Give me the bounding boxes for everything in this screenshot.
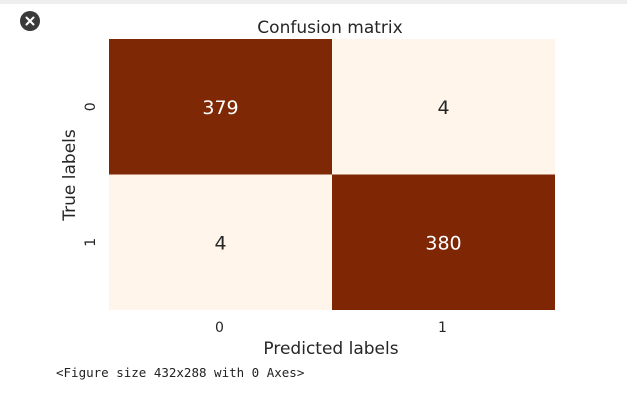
x-tick-label-0: 0	[215, 320, 224, 336]
figure-output-text: <Figure size 432x288 with 0 Axes>	[56, 365, 305, 380]
x-axis-label: Predicted labels	[263, 339, 398, 359]
cell-top-divider	[0, 0, 627, 4]
cell-value-1-0: 4	[214, 232, 226, 254]
heatmap-cell-0-1	[332, 39, 555, 175]
confusion-matrix-chart: Confusion matrix 379 4 4 380 0 1 0 1 Predicte…	[60, 18, 555, 359]
cell-value-1-1: 380	[425, 232, 461, 254]
cell-value-0-0: 379	[202, 97, 238, 119]
x-tick-label-1: 1	[438, 320, 447, 336]
chart-title: Confusion matrix	[257, 18, 402, 38]
heatmap-cell-1-1	[332, 174, 555, 310]
close-icon	[25, 16, 35, 26]
y-tick-label-1: 1	[83, 238, 99, 247]
y-tick-label-0: 0	[83, 102, 99, 111]
y-axis-label: True labels	[60, 129, 80, 222]
cell-value-0-1: 4	[437, 97, 449, 119]
heatmap-cell-1-0	[109, 174, 332, 310]
heatmap-cell-0-0	[109, 39, 332, 175]
close-output-button[interactable]	[20, 11, 40, 31]
